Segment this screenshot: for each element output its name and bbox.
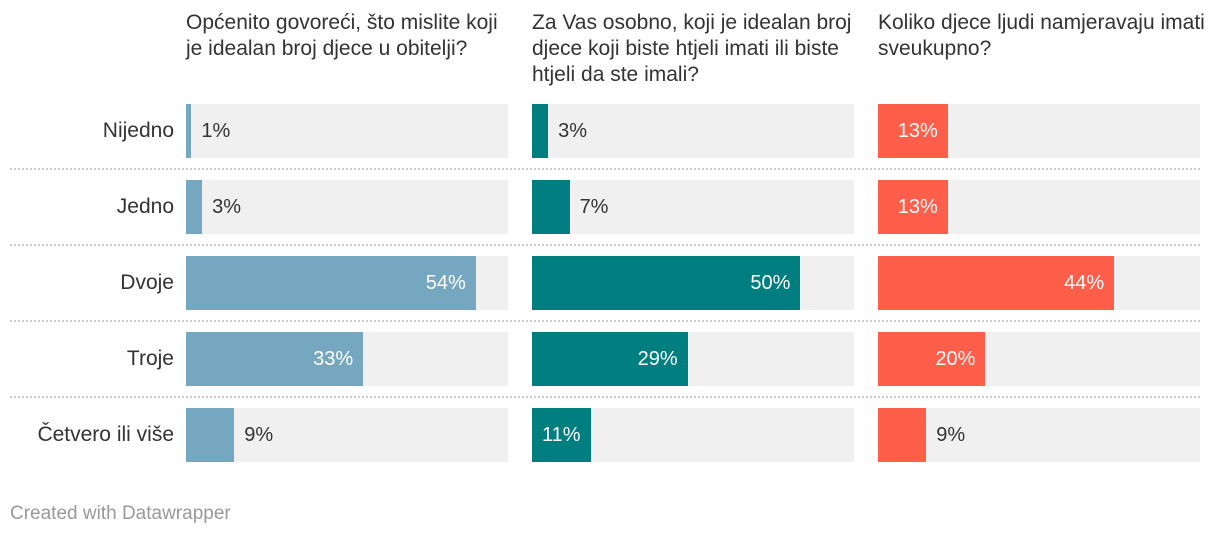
bar	[186, 332, 364, 386]
bar-background	[532, 104, 854, 158]
data-label: 3%	[212, 196, 241, 218]
data-label: 13%	[897, 196, 938, 218]
row-separator	[10, 320, 1200, 322]
data-label: 54%	[425, 272, 466, 294]
data-label: 3%	[558, 120, 587, 142]
bar-background	[186, 104, 508, 158]
bar	[878, 180, 948, 234]
bar	[186, 104, 192, 158]
data-label: 13%	[897, 120, 938, 142]
bar-background	[878, 408, 1200, 462]
bar-background	[186, 180, 508, 234]
data-label: 29%	[637, 348, 678, 370]
bar-background	[532, 180, 854, 234]
panel-title: Koliko djece ljudi namjeravaju imati sve…	[878, 11, 1205, 60]
data-label: 11%	[542, 424, 581, 446]
bar	[186, 408, 235, 462]
data-label: 9%	[244, 424, 274, 446]
bar	[878, 104, 948, 158]
category-label: Troje	[126, 347, 174, 370]
data-label: 7%	[579, 196, 609, 218]
bar	[186, 256, 476, 310]
row-separator	[10, 168, 1200, 170]
panel-title: Općenito govoreći, što mislite koji je i…	[186, 11, 498, 60]
data-label: 33%	[313, 348, 354, 370]
data-label: 50%	[750, 272, 791, 294]
bar	[532, 408, 592, 462]
data-label: 9%	[936, 424, 966, 446]
panel-title: Za Vas osobno, koji je idealan broj djec…	[532, 11, 852, 86]
bar	[532, 332, 688, 386]
bar	[878, 332, 986, 386]
row-separator	[10, 244, 1200, 246]
row-separator	[10, 396, 1200, 398]
bar-background	[186, 408, 508, 462]
bar	[186, 180, 203, 234]
bar	[532, 256, 801, 310]
bar	[878, 256, 1115, 310]
data-label: 1%	[201, 120, 231, 142]
category-label: Četvero ili više	[37, 423, 174, 446]
bar	[878, 408, 927, 462]
bar	[532, 104, 549, 158]
footer-credit: Created with Datawrapper	[10, 503, 231, 524]
bar	[532, 180, 570, 234]
category-label: Jedno	[116, 195, 174, 218]
data-label: 20%	[935, 348, 976, 370]
data-label: 44%	[1064, 272, 1105, 294]
category-label: Dvoje	[120, 271, 174, 294]
category-label: Nijedno	[102, 119, 174, 142]
